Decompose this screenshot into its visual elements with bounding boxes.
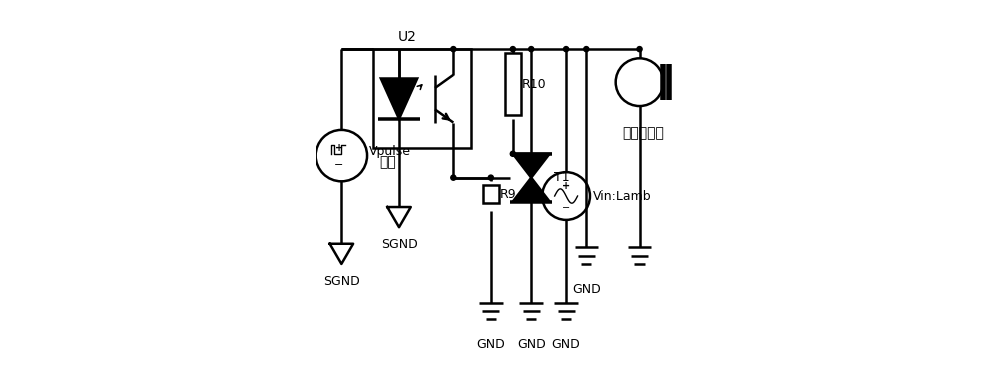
- Polygon shape: [513, 178, 550, 202]
- Text: U2: U2: [398, 30, 417, 44]
- Circle shape: [488, 175, 493, 180]
- Text: GND: GND: [476, 338, 505, 351]
- Text: T1: T1: [554, 171, 570, 184]
- Text: GND: GND: [517, 338, 546, 351]
- Text: +: +: [562, 181, 570, 191]
- Bar: [373, 49, 471, 148]
- Circle shape: [510, 47, 515, 52]
- Text: 光耦: 光耦: [379, 156, 396, 169]
- Text: +: +: [335, 143, 343, 153]
- Bar: [483, 185, 499, 204]
- Text: Vin:Lamb: Vin:Lamb: [593, 189, 652, 202]
- Text: 压电传感器: 压电传感器: [622, 126, 664, 140]
- Text: −: −: [334, 159, 343, 169]
- Circle shape: [637, 47, 642, 52]
- Text: SGND: SGND: [381, 238, 417, 251]
- Text: R9: R9: [500, 188, 517, 201]
- Circle shape: [510, 151, 515, 157]
- Text: GND: GND: [572, 283, 601, 296]
- Circle shape: [451, 47, 456, 52]
- Circle shape: [584, 47, 589, 52]
- Text: Vpulse: Vpulse: [369, 145, 411, 158]
- Text: SGND: SGND: [323, 275, 360, 288]
- Text: −: −: [562, 203, 570, 213]
- Text: GND: GND: [552, 338, 580, 351]
- Bar: [505, 53, 521, 115]
- Circle shape: [451, 175, 456, 180]
- Circle shape: [564, 47, 569, 52]
- Polygon shape: [381, 78, 417, 119]
- Circle shape: [529, 47, 534, 52]
- Polygon shape: [513, 154, 550, 178]
- Text: R10: R10: [522, 77, 547, 91]
